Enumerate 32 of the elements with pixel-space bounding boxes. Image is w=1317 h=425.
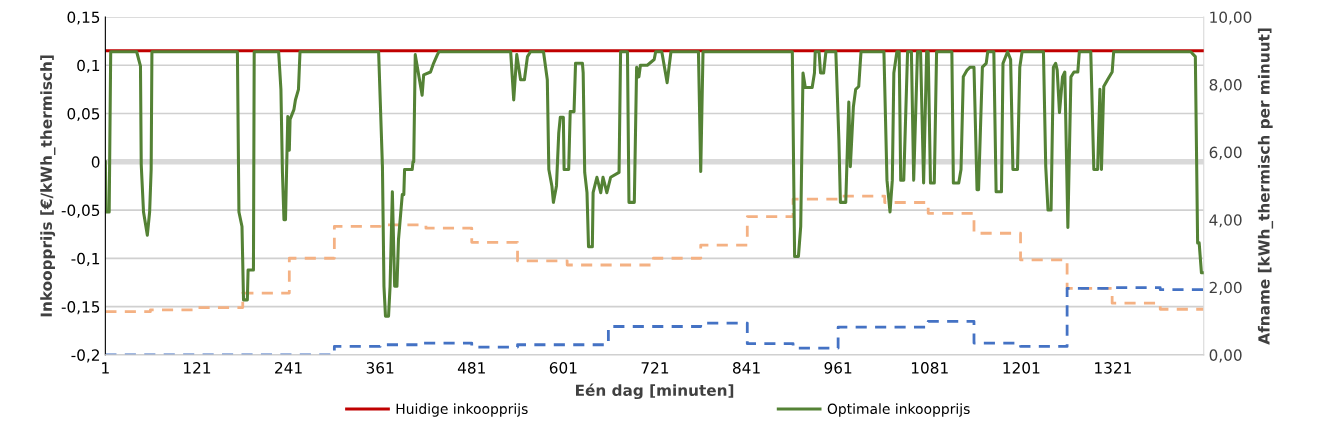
y2-tick-label: 10,00 <box>1210 11 1252 25</box>
y-tick-label: -0,15 <box>61 301 100 315</box>
y2-tick-label: 2,00 <box>1209 281 1242 295</box>
x-tick-label: 481 <box>457 362 485 374</box>
y-axis-title: Inkoopprijs [€/kWh_thermisch] <box>40 55 56 317</box>
x-tick-label: 1321 <box>1095 362 1131 374</box>
y-tick-label: 0 <box>91 156 100 168</box>
y2-tick-label: 4,00 <box>1209 214 1242 228</box>
x-tick-label: 961 <box>824 362 852 374</box>
x-tick-label: 601 <box>549 362 577 374</box>
y2-tick-label: 0,00 <box>1209 349 1242 363</box>
y-tick-label: -0,05 <box>61 204 100 218</box>
y-tick-label: 0,15 <box>67 11 100 25</box>
x-tick-label: 721 <box>641 362 669 374</box>
y-tick-label: 0,05 <box>67 108 100 122</box>
x-tick-label: 1 <box>102 362 109 374</box>
x-tick-label: 121 <box>184 362 211 374</box>
y2-tick-label: 6,00 <box>1209 146 1242 160</box>
y-tick-label: 0,1 <box>77 59 100 73</box>
x-tick-label: 841 <box>732 362 760 374</box>
y2-axis-title: Afname [kWh_thermisch per minuut] <box>1257 28 1274 345</box>
legend-label: Optimale inkoopprijs <box>827 403 970 417</box>
y-tick-label: -0,2 <box>71 349 99 363</box>
legend-label: Huidige inkoopprijs <box>396 403 528 417</box>
x-tick-label: 1201 <box>1003 362 1040 374</box>
y2-tick-label: 8,00 <box>1209 79 1242 93</box>
x-tick-label: 241 <box>275 362 302 374</box>
y-tick-label: -0,1 <box>71 252 100 266</box>
x-axis-title: Eén dag [minuten] <box>576 383 734 400</box>
x-tick-label: 1081 <box>911 362 948 374</box>
x-tick-label: 361 <box>366 362 394 374</box>
line-series <box>105 50 1204 318</box>
